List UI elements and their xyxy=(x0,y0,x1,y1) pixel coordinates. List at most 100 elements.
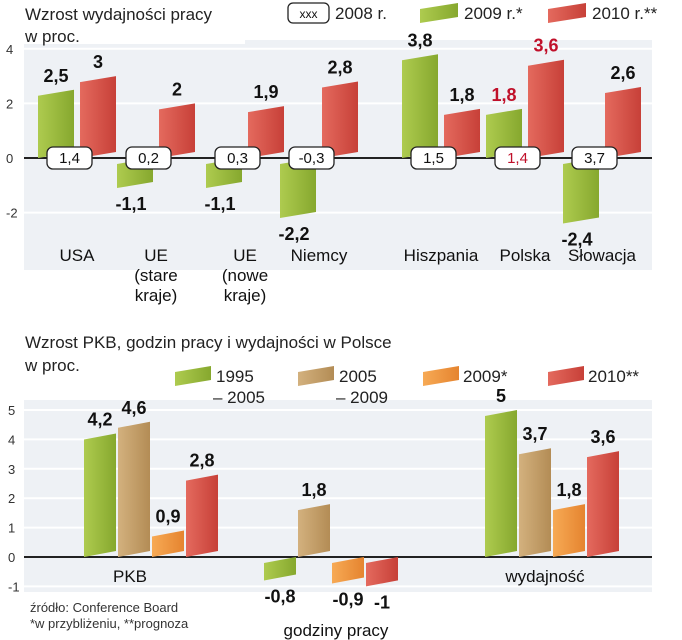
bar xyxy=(298,504,330,557)
value-label: -0,9 xyxy=(332,589,363,609)
value-label-2010: 1,9 xyxy=(253,82,278,102)
title-backdrop xyxy=(0,0,245,44)
category-label: godziny pracy xyxy=(284,621,389,640)
y-tick-label: 4 xyxy=(8,432,15,447)
value-label-2010: 1,8 xyxy=(449,85,474,105)
legend-label-2010: 2010 r.** xyxy=(592,4,658,23)
legend: xxx 2008 r. 2009 r.* 2010 r.** xyxy=(287,2,658,24)
value-label-2010: 2 xyxy=(172,79,182,99)
bar-2010 xyxy=(605,87,641,158)
legend-swatch-2008 xyxy=(287,2,330,24)
value-box-2008 xyxy=(288,146,335,170)
bar-2010 xyxy=(322,81,358,158)
value-label: -1 xyxy=(374,592,390,612)
bar xyxy=(152,530,184,557)
legend: 1995 – 2005 2005 – 2009 2009* 2010** xyxy=(175,366,639,407)
category-label: Hiszpania xyxy=(404,246,479,265)
legend-swatch-1995-2005 xyxy=(175,366,211,386)
value-label-2008: 1,5 xyxy=(423,150,444,167)
category-label: kraje) xyxy=(135,286,178,305)
bar xyxy=(84,433,116,557)
value-label: 4,6 xyxy=(121,398,146,418)
bar xyxy=(186,474,218,557)
footnotes: źródło: Conference Board*w przybliżeniu,… xyxy=(30,600,189,631)
category-label: kraje) xyxy=(224,286,267,305)
chart-subtitle: w proc. xyxy=(24,356,80,375)
category-label: PKB xyxy=(113,567,147,586)
y-tick-label: -1 xyxy=(8,579,20,594)
bar-2009 xyxy=(486,108,522,158)
value-label: 3,7 xyxy=(522,424,547,444)
category-label: wydajność xyxy=(504,567,585,586)
legend-swatch-2009 xyxy=(423,366,459,386)
chart-title: Wzrost wydajności pracy xyxy=(25,5,213,24)
category-label: UE xyxy=(233,246,257,265)
value-label-2009: -1,1 xyxy=(115,194,146,214)
value-box-2008 xyxy=(214,146,261,170)
value-box-2008 xyxy=(410,146,457,170)
y-tick-label: 2 xyxy=(8,491,15,506)
value-label-2009: 1,8 xyxy=(491,85,516,105)
bar xyxy=(519,448,551,557)
value-label-2008: 1,4 xyxy=(59,150,80,167)
footnote: *w przybliżeniu, **prognoza xyxy=(30,616,189,631)
bar xyxy=(587,451,619,557)
bar xyxy=(366,557,398,587)
value-label: 0,9 xyxy=(155,507,180,527)
value-label: 1,8 xyxy=(301,480,326,500)
y-tick-label: 1 xyxy=(8,521,15,536)
value-label-2010: 2,8 xyxy=(327,58,352,78)
legend-label: 1995 xyxy=(216,367,254,386)
value-label: 1,8 xyxy=(556,480,581,500)
value-box-2008 xyxy=(494,146,541,170)
legend-label-2008: 2008 r. xyxy=(335,4,387,23)
y-tick-label: 3 xyxy=(8,462,15,477)
bar-2010 xyxy=(528,59,564,158)
value-label-2008: 0,3 xyxy=(227,150,248,167)
chart-title: Wzrost PKB, godzin pracy i wydajności w … xyxy=(25,333,392,352)
category-label: (nowe xyxy=(222,266,268,285)
category-label: (stare xyxy=(134,266,177,285)
bar-2010 xyxy=(444,108,480,158)
bar xyxy=(553,504,585,557)
value-label-2010: 3 xyxy=(93,52,103,72)
y-tick-label: -2 xyxy=(6,206,18,221)
value-label-2009: -1,1 xyxy=(204,194,235,214)
value-label: 4,2 xyxy=(87,410,112,430)
bar-2009 xyxy=(563,158,599,224)
value-label: 5 xyxy=(496,386,506,406)
value-box-2008 xyxy=(46,146,93,170)
legend-label-2009: 2009 r.* xyxy=(464,4,523,23)
value-label-2009: -2,4 xyxy=(561,230,592,250)
source-note: źródło: Conference Board xyxy=(30,600,178,615)
value-label-2008: -0,3 xyxy=(299,150,325,167)
value-label: 3,6 xyxy=(590,427,615,447)
category-label: UE xyxy=(144,246,168,265)
y-tick-label: 2 xyxy=(6,96,13,111)
y-tick-label: 4 xyxy=(6,42,13,57)
value-label: -0,8 xyxy=(264,587,295,607)
y-tick-label: 0 xyxy=(8,550,15,565)
value-label-2009: 2,5 xyxy=(43,66,68,86)
value-box-2008 xyxy=(125,146,172,170)
category-label: USA xyxy=(60,246,96,265)
legend-label: 2010** xyxy=(588,367,639,386)
y-tick-label: 5 xyxy=(8,403,15,418)
bar-2009 xyxy=(38,89,74,158)
value-label-2009: 3,8 xyxy=(407,30,432,50)
category-label: Niemcy xyxy=(291,246,348,265)
legend-swatch-2005-2009 xyxy=(298,366,334,386)
legend-swatch-label: xxx xyxy=(300,7,318,21)
bar-2010 xyxy=(80,76,116,158)
bar xyxy=(485,410,517,557)
category-label: Polska xyxy=(499,246,551,265)
legend-label: 2005 xyxy=(339,367,377,386)
value-label-2008: 1,4 xyxy=(507,150,528,167)
bar-2010 xyxy=(159,103,195,158)
legend-swatch-2009 xyxy=(420,3,458,23)
value-label-2010: 2,6 xyxy=(610,63,635,83)
chart-subtitle: w proc. xyxy=(24,27,80,46)
bar-2009 xyxy=(280,158,316,219)
bar xyxy=(332,557,364,584)
